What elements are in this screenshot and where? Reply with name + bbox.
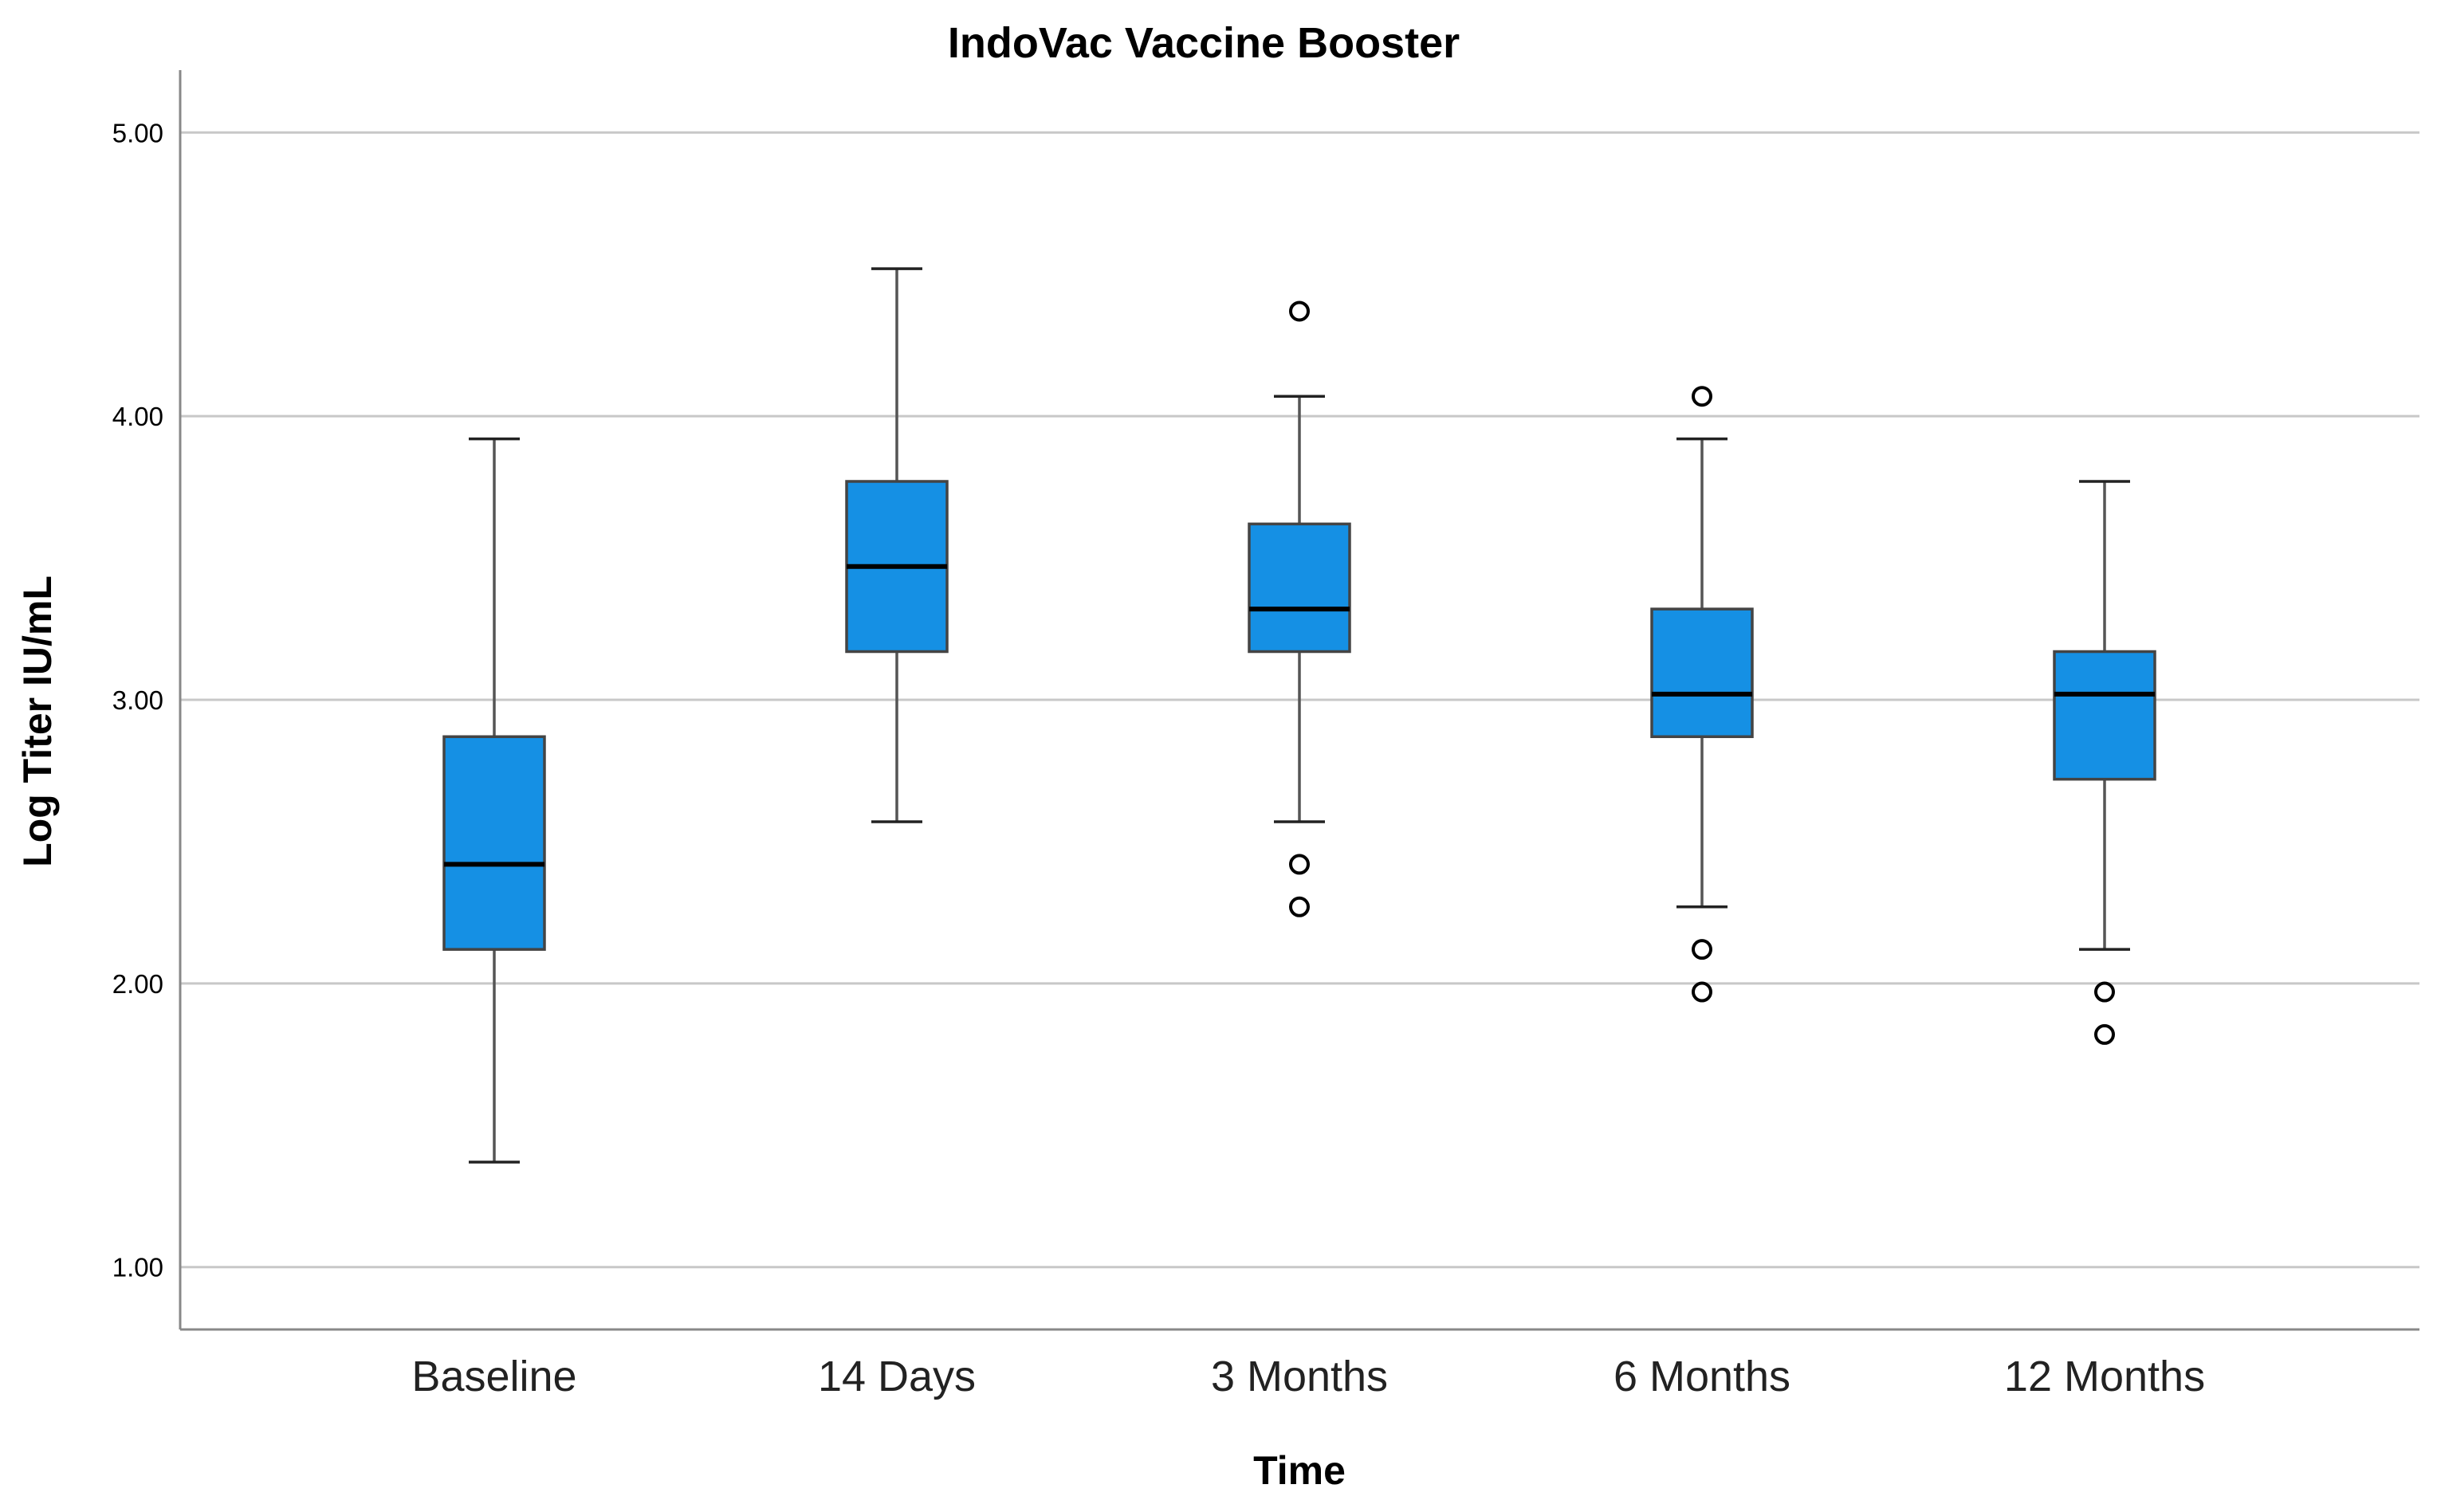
chart-title: IndoVac Vaccine Booster	[948, 19, 1460, 67]
x-tick-label: 12 Months	[2004, 1353, 2205, 1400]
box-group	[1650, 386, 1754, 1003]
box-iqr	[1650, 607, 1754, 739]
x-tick-label: Baseline	[411, 1353, 576, 1400]
box-iqr	[1248, 522, 1351, 654]
box-iqr	[442, 735, 546, 951]
box-group	[442, 437, 546, 1164]
box-group	[845, 267, 949, 823]
box-group	[1248, 300, 1351, 917]
y-tick-label: 4.00	[112, 402, 163, 431]
outlier-point	[1692, 386, 1712, 407]
outlier-point	[2094, 981, 2115, 1003]
y-axis-title: Log Titer IU/mL	[15, 575, 60, 867]
outlier-point	[2094, 1023, 2115, 1045]
y-tick-label: 5.00	[112, 118, 163, 147]
x-tick-label: 6 Months	[1614, 1353, 1790, 1400]
y-tick-label: 1.00	[112, 1253, 163, 1282]
y-axis-ticks: 1.00 2.00 3.00 4.00 5.00	[112, 118, 163, 1282]
box-series	[442, 267, 2156, 1164]
box-iqr	[2053, 650, 2156, 781]
outlier-point	[1289, 896, 1310, 917]
y-tick-label: 3.00	[112, 685, 163, 715]
box-group	[2053, 480, 2156, 1045]
axes	[179, 70, 2419, 1331]
outlier-point	[1692, 981, 1712, 1003]
x-axis-title: Time	[1253, 1448, 1346, 1493]
outlier-point	[1692, 939, 1712, 960]
y-tick-label: 2.00	[112, 969, 163, 999]
x-tick-label: 14 Days	[818, 1353, 976, 1400]
outlier-point	[1289, 854, 1310, 875]
x-tick-label: 3 Months	[1211, 1353, 1388, 1400]
outlier-point	[1289, 300, 1310, 322]
x-axis-ticks: Baseline 14 Days 3 Months 6 Months 12 Months	[411, 1353, 2205, 1400]
